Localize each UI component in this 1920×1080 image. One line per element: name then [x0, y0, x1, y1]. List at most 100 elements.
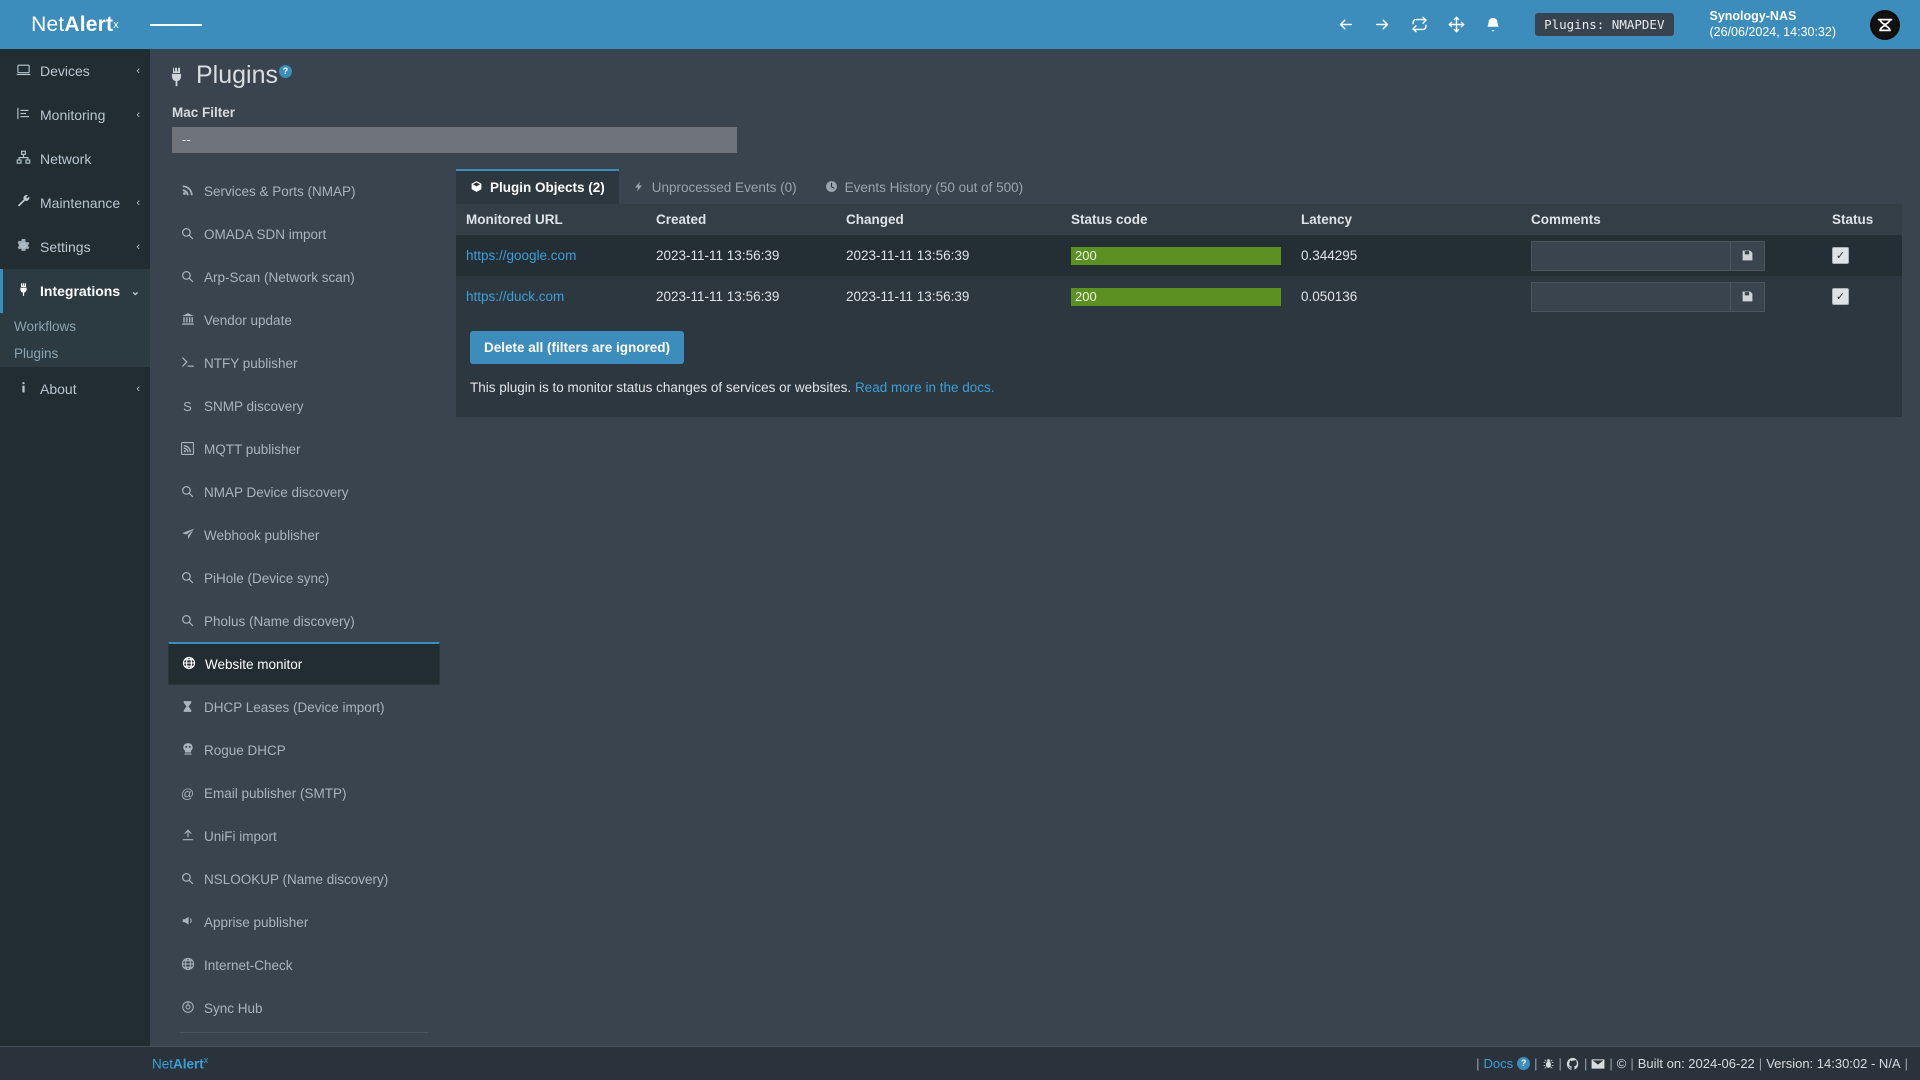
- plugin-item-rogue-dhcp[interactable]: Rogue DHCP: [168, 728, 440, 771]
- github-icon[interactable]: [1566, 1057, 1580, 1071]
- sidebar-item-integrations[interactable]: Integrations ⌄: [0, 269, 150, 313]
- plugin-item-snmp-discovery[interactable]: S SNMP discovery: [168, 384, 440, 427]
- tab-events-history[interactable]: Events History (50 out of 500): [811, 169, 1038, 204]
- info-icon: [15, 380, 32, 398]
- column-monitored-url[interactable]: Monitored URL: [456, 204, 646, 235]
- help-icon[interactable]: ?: [1517, 1057, 1531, 1070]
- sidebar-item-about[interactable]: About ‹: [0, 367, 150, 411]
- plugin-item-arp-scan[interactable]: Arp-Scan (Network scan): [168, 255, 440, 298]
- sidebar-item-workflows[interactable]: Workflows: [14, 319, 77, 334]
- sidebar-item-maintenance[interactable]: Maintenance ‹: [0, 181, 150, 225]
- plugin-item-label: NSLOOKUP (Name discovery): [204, 872, 389, 887]
- plugin-item-vendor-update[interactable]: Vendor update: [168, 298, 440, 341]
- sidebar: Devices ‹ Monitoring ‹ Network: [0, 49, 150, 1046]
- cell-status: ✓: [1822, 235, 1902, 276]
- sidebar-item-monitoring[interactable]: Monitoring ‹: [0, 93, 150, 137]
- at-icon: @: [180, 786, 195, 801]
- sitemap-icon: [15, 150, 32, 168]
- plugin-item-pholus-name-discovery[interactable]: Pholus (Name discovery): [168, 599, 440, 642]
- sidebar-item-label: Network: [40, 151, 92, 167]
- plugin-item-label: Website monitor: [205, 656, 303, 672]
- plugin-item-label: Webhook publisher: [204, 528, 320, 543]
- delete-all-button[interactable]: Delete all (filters are ignored): [470, 331, 685, 364]
- status-badge[interactable]: Plugins: NMAPDEV: [1535, 13, 1674, 36]
- comment-input[interactable]: [1531, 240, 1731, 271]
- column-latency[interactable]: Latency: [1291, 204, 1521, 235]
- refresh-icon[interactable]: [1411, 16, 1428, 33]
- cell-url: https://duck.com: [456, 276, 646, 317]
- footer-separator: |: [1609, 1056, 1613, 1071]
- plugin-item-apprise-publisher[interactable]: Apprise publisher: [168, 900, 440, 943]
- app-logo[interactable]: Net Alert x: [0, 0, 150, 49]
- floppy-disk-icon[interactable]: [1731, 240, 1765, 271]
- sidebar-item-label: Settings: [40, 239, 91, 255]
- mac-filter-select[interactable]: --: [172, 127, 737, 153]
- sidebar-toggle-button[interactable]: [150, 0, 202, 49]
- sidebar-item-plugins[interactable]: Plugins: [14, 346, 59, 361]
- bug-icon[interactable]: [1542, 1057, 1555, 1070]
- host-timestamp: (26/06/2024, 14:30:32): [1709, 24, 1837, 39]
- envelope-icon[interactable]: [1591, 1058, 1605, 1070]
- plugin-item-label: NMAP Device discovery: [204, 485, 349, 500]
- floppy-disk-icon[interactable]: [1731, 281, 1765, 312]
- host-name: Synology-NAS: [1709, 8, 1797, 23]
- laptop-icon: [15, 62, 32, 80]
- column-status-code[interactable]: Status code: [1061, 204, 1291, 235]
- plugin-item-internet-check[interactable]: Internet-Check: [168, 943, 440, 986]
- plugin-item-pihole-device-sync[interactable]: PiHole (Device sync): [168, 556, 440, 599]
- sidebar-item-network[interactable]: Network: [0, 137, 150, 181]
- terminal-icon: [180, 355, 195, 372]
- status-checkbox[interactable]: ✓: [1832, 288, 1849, 305]
- sync-icon: [180, 1000, 195, 1017]
- plugin-item-unifi-import[interactable]: UniFi import: [168, 814, 440, 857]
- plugin-item-label: MQTT publisher: [204, 442, 301, 457]
- column-created[interactable]: Created: [646, 204, 836, 235]
- hamburger-bar: [167, 23, 185, 26]
- tab-label: Unprocessed Events (0): [651, 180, 797, 195]
- plugin-item-webhook-publisher[interactable]: Webhook publisher: [168, 513, 440, 556]
- forward-arrow-icon[interactable]: [1374, 16, 1391, 33]
- plugin-item-label: Apprise publisher: [204, 915, 309, 930]
- help-icon[interactable]: ?: [279, 64, 292, 78]
- tab-unprocessed-events[interactable]: Unprocessed Events (0): [619, 169, 811, 204]
- plugin-item-website-monitor[interactable]: Website monitor: [168, 642, 440, 685]
- page-title: Plugins?: [196, 63, 292, 88]
- comment-input[interactable]: [1531, 281, 1731, 312]
- status-checkbox[interactable]: ✓: [1832, 247, 1849, 264]
- tab-plugin-objects[interactable]: Plugin Objects (2): [456, 169, 619, 204]
- host-info: Synology-NAS (26/06/2024, 14:30:32): [1710, 9, 1837, 40]
- back-arrow-icon[interactable]: [1337, 16, 1354, 33]
- plugin-item-services-ports-nmap[interactable]: Services & Ports (NMAP): [168, 169, 440, 212]
- built-on-text: Built on: 2024-06-22: [1637, 1056, 1755, 1071]
- column-status[interactable]: Status: [1822, 204, 1902, 235]
- plugin-item-nslookup[interactable]: NSLOOKUP (Name discovery): [168, 857, 440, 900]
- plugin-detail-panel: Plugin Objects (2) Unprocessed Events (0…: [456, 169, 1902, 1046]
- plugin-item-dhcp-leases[interactable]: DHCP Leases (Device import): [168, 685, 440, 728]
- plugin-item-mqtt-publisher[interactable]: MQTT publisher: [168, 427, 440, 470]
- rss-icon: [180, 441, 195, 458]
- sidebar-item-settings[interactable]: Settings ‹: [0, 225, 150, 269]
- docs-link[interactable]: Read more in the docs.: [854, 380, 995, 395]
- cell-status-code: 200: [1061, 235, 1291, 276]
- plugin-item-label: Rogue DHCP: [204, 743, 286, 758]
- page-title-text: Plugins: [196, 61, 278, 89]
- plugin-item-ntfy-publisher[interactable]: NTFY publisher: [168, 341, 440, 384]
- column-changed[interactable]: Changed: [836, 204, 1061, 235]
- bell-icon[interactable]: [1485, 17, 1501, 33]
- footer-docs-link[interactable]: Docs: [1483, 1056, 1514, 1071]
- user-avatar[interactable]: [1870, 9, 1900, 40]
- move-icon[interactable]: [1448, 16, 1465, 33]
- monitored-url-link[interactable]: https://duck.com: [466, 289, 565, 304]
- plugin-item-nmap-device-discovery[interactable]: NMAP Device discovery: [168, 470, 440, 513]
- footer: NetAlertx | Docs ? | | | | © | Built on:…: [0, 1046, 1920, 1080]
- monitored-url-link[interactable]: https://google.com: [466, 248, 577, 263]
- sidebar-item-devices[interactable]: Devices ‹: [0, 49, 150, 93]
- plugin-item-email-publisher-smtp[interactable]: @ Email publisher (SMTP): [168, 771, 440, 814]
- plugin-item-omada-sdn-import[interactable]: OMADA SDN import: [168, 212, 440, 255]
- column-comments[interactable]: Comments: [1521, 204, 1822, 235]
- footer-brand[interactable]: NetAlertx: [152, 1055, 208, 1072]
- plugin-item-sync-hub[interactable]: Sync Hub: [168, 986, 440, 1029]
- plugin-item-label: Pholus (Name discovery): [204, 614, 355, 629]
- cell-changed: 2023-11-11 13:56:39: [836, 276, 1061, 317]
